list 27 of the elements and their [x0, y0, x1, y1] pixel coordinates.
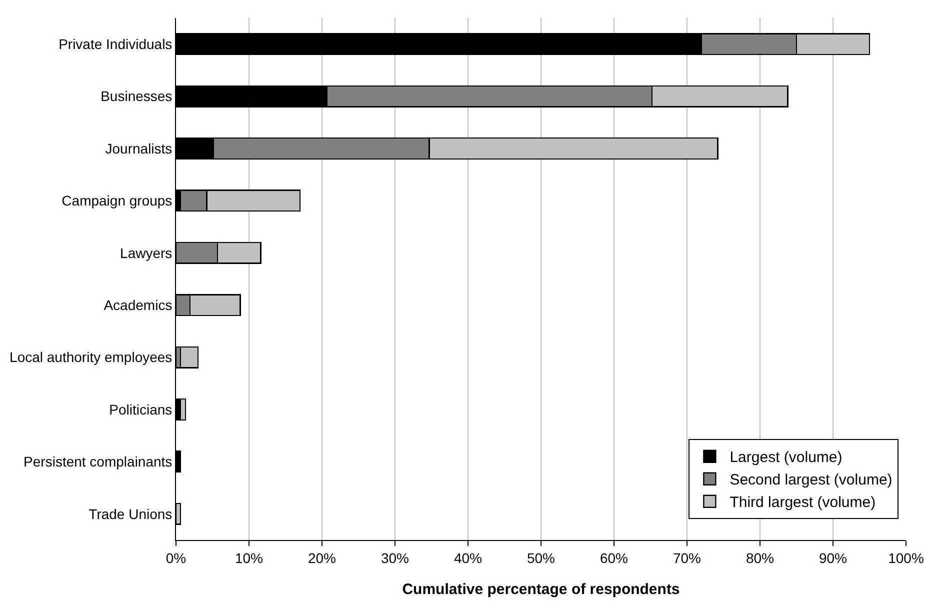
y-tick-label: Private Individuals: [58, 36, 172, 52]
x-tick-label: 0%: [166, 550, 186, 566]
x-tick-label: 20%: [308, 550, 336, 566]
x-tick-label: 10%: [234, 550, 264, 566]
y-tick-label: Local authority employees: [10, 349, 172, 366]
x-tick-label: 80%: [746, 550, 774, 566]
bar: [180, 346, 198, 368]
x-tick-label: 30%: [380, 550, 410, 566]
legend-label: Largest (volume): [730, 449, 842, 466]
x-tick-label: 100%: [888, 550, 924, 566]
legend-label: Third largest (volume): [730, 494, 876, 512]
y-tick-label: Trade Unions: [88, 506, 172, 522]
y-tick-label: Journalists: [105, 140, 172, 156]
y-tick-label: Businesses: [100, 88, 172, 104]
x-axis-title: Cumulative percentage of respondents: [402, 580, 680, 598]
y-tick-label: Lawyers: [120, 244, 172, 261]
x-tick-label: 50%: [526, 550, 556, 566]
x-tick-label: 70%: [672, 550, 702, 566]
x-tick-label: 40%: [454, 550, 482, 566]
bar: [180, 398, 186, 421]
y-tick-label: Politicians: [109, 401, 172, 418]
x-tick-label: 90%: [818, 550, 848, 566]
y-tick-label: Persistent complainants: [24, 454, 172, 470]
y-tick-label: Campaign groups: [62, 192, 172, 209]
legend-label: Second largest (volume): [730, 472, 892, 489]
y-tick-label: Academics: [104, 297, 172, 313]
x-tick-label: 60%: [600, 550, 628, 566]
